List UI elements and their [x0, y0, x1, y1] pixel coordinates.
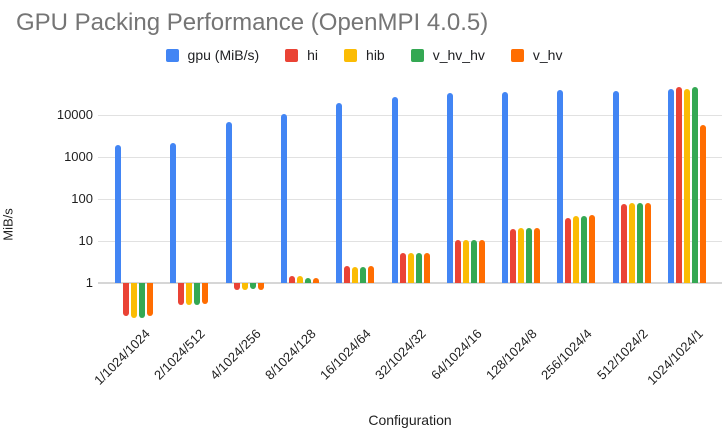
bar-gpu-mib-s-16-1024-64: [336, 103, 343, 283]
bar-v-hv-hv-8-1024-128: [304, 278, 311, 283]
x-tick-label-16-1024-64: 16/1024/64: [317, 326, 374, 383]
gridline-1: [98, 282, 722, 284]
legend-label-hib: hib: [366, 47, 385, 63]
legend-swatch-v-hv: [510, 48, 524, 62]
bar-hib-32-1024-32: [407, 252, 414, 283]
legend-swatch-hi: [285, 48, 299, 62]
bar-hi-512-1024-2: [620, 204, 627, 283]
bar-gpu-mib-s-1024-1024-1: [668, 88, 674, 283]
bar-gpu-mib-s-1-1024-1024: [115, 145, 121, 283]
bar-v-hv-64-1024-16: [478, 240, 485, 283]
x-tick-label-2-1024-512: 2/1024/512: [151, 326, 208, 383]
bar-hi-32-1024-32: [399, 252, 406, 283]
bar-v-hv-2-1024-512: [202, 283, 209, 304]
x-tick-label-128-1024-8: 128/1024/8: [483, 326, 540, 383]
legend-item-v-hv-hv: v_hv_hv: [410, 47, 485, 63]
bar-v-hv-hv-512-1024-2: [636, 203, 643, 283]
legend-label-v-hv: v_hv: [532, 47, 563, 63]
legend-item-gpu-mib-s: gpu (MiB/s): [165, 47, 260, 63]
bar-gpu-mib-s-512-1024-2: [612, 91, 619, 283]
bar-v-hv-512-1024-2: [644, 203, 651, 283]
bar-hi-256-1024-4: [565, 217, 572, 283]
legend-swatch-hib: [344, 48, 358, 62]
y-axis-title: MiB/s: [0, 208, 16, 241]
bar-v-hv-hv-16-1024-64: [360, 267, 367, 283]
bar-hi-1-1024-1024: [123, 283, 129, 317]
bar-v-hv-1-1024-1024: [147, 283, 153, 317]
bar-hi-4-1024-256: [233, 283, 240, 290]
y-tick-label-10000: 10000: [56, 107, 93, 122]
bar-v-hv-4-1024-256: [257, 283, 264, 290]
legend-label-v-hv-hv: v_hv_hv: [432, 47, 485, 63]
bar-v-hv-hv-128-1024-8: [526, 228, 533, 283]
bar-hib-1-1024-1024: [131, 283, 137, 318]
bar-hib-256-1024-4: [573, 215, 580, 283]
x-tick-label-32-1024-32: 32/1024/32: [372, 326, 430, 383]
gridline-10000: [98, 115, 722, 116]
bar-hi-8-1024-128: [288, 276, 295, 283]
legend-label-hi: hi: [307, 47, 319, 63]
x-tick-label-512-1024-2: 512/1024/2: [593, 326, 651, 383]
bar-hi-1024-1024-1: [676, 87, 682, 283]
x-tick-label-64-1024-16: 64/1024/16: [427, 326, 485, 383]
legend-item-hib: hib: [344, 47, 385, 63]
gridline-100: [98, 199, 722, 200]
bar-v-hv-128-1024-8: [534, 228, 541, 283]
bar-gpu-mib-s-64-1024-16: [446, 93, 453, 283]
bar-hi-128-1024-8: [510, 229, 517, 283]
bar-gpu-mib-s-128-1024-8: [502, 92, 509, 283]
y-tick-label-1000: 1000: [64, 149, 93, 164]
legend-swatch-gpu-mib-s: [165, 48, 179, 62]
y-tick-label-10: 10: [78, 233, 93, 248]
bar-hib-512-1024-2: [628, 202, 635, 283]
x-tick-label-256-1024-4: 256/1024/4: [538, 326, 596, 383]
legend-swatch-v-hv-hv: [410, 48, 424, 62]
bar-hi-16-1024-64: [344, 266, 351, 283]
bar-v-hv-hv-64-1024-16: [470, 240, 477, 283]
bar-gpu-mib-s-2-1024-512: [170, 142, 177, 283]
bar-v-hv-hv-1-1024-1024: [139, 283, 145, 318]
bar-gpu-mib-s-32-1024-32: [391, 96, 398, 283]
bar-v-hv-1024-1024-1: [700, 124, 706, 283]
legend-label-gpu-mib-s: gpu (MiB/s): [187, 47, 260, 63]
bar-hib-2-1024-512: [186, 283, 193, 305]
bar-v-hv-256-1024-4: [589, 214, 596, 283]
bar-hib-1024-1024-1: [684, 88, 690, 283]
x-tick-label-8-1024-128: 8/1024/128: [261, 326, 319, 383]
gridline-10: [98, 241, 722, 242]
x-tick-label-4-1024-256: 4/1024/256: [206, 326, 264, 383]
bar-hi-64-1024-16: [454, 240, 461, 283]
y-tick-label-1: 1: [85, 275, 93, 290]
bar-v-hv-hv-2-1024-512: [194, 283, 201, 305]
bar-gpu-mib-s-8-1024-128: [280, 114, 287, 283]
x-axis-title: Configuration: [368, 412, 452, 428]
bar-hib-8-1024-128: [296, 276, 303, 283]
bar-v-hv-hv-256-1024-4: [581, 215, 588, 283]
legend-item-hi: hi: [285, 47, 318, 63]
x-tick-label-1-1024-1024: 1/1024/1024: [90, 326, 153, 388]
chart-title: GPU Packing Performance (OpenMPI 4.0.5): [16, 9, 489, 36]
bar-v-hv-hv-4-1024-256: [249, 283, 256, 289]
bar-v-hv-hv-32-1024-32: [415, 252, 422, 283]
bar-gpu-mib-s-4-1024-256: [225, 121, 232, 283]
bar-v-hv-16-1024-64: [368, 266, 375, 283]
bar-hib-16-1024-64: [352, 267, 359, 283]
gridline-1000: [98, 157, 722, 158]
bar-hib-64-1024-16: [462, 240, 469, 283]
bar-v-hv-hv-1024-1024-1: [692, 87, 698, 283]
bar-gpu-mib-s-256-1024-4: [557, 90, 564, 283]
bar-v-hv-32-1024-32: [423, 252, 430, 283]
bar-hib-128-1024-8: [518, 228, 525, 283]
legend: gpu (MiB/s) hi hib v_hv_hv v_hv: [0, 47, 728, 63]
legend-item-v-hv: v_hv: [510, 47, 563, 63]
bar-hi-2-1024-512: [178, 283, 185, 305]
y-tick-label-100: 100: [71, 191, 93, 206]
bar-v-hv-8-1024-128: [312, 278, 319, 283]
bar-hib-4-1024-256: [241, 283, 248, 290]
x-tick-label-1024-1024-1: 1024/1024/1: [643, 326, 706, 388]
